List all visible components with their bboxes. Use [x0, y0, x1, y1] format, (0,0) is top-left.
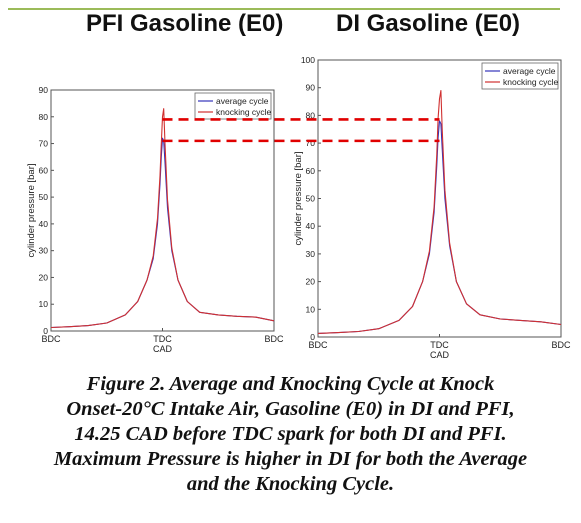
- x-axis-label: CAD: [153, 344, 173, 354]
- legend-box: [194, 92, 272, 120]
- y-tick-label: 80: [39, 112, 49, 122]
- y-tick-label: 80: [306, 110, 316, 120]
- caption-line: Figure 2. Average and Knocking Cycle at …: [86, 373, 495, 395]
- y-tick-label: 0: [310, 332, 315, 342]
- y-tick-label: 50: [39, 192, 49, 202]
- y-tick-label: 20: [306, 277, 316, 287]
- y-tick-label: 70: [306, 138, 316, 148]
- y-axis-label: cylinder pressure [bar]: [26, 164, 37, 258]
- y-tick-label: 100: [301, 55, 315, 65]
- caption-line: 14.25 CAD before TDC spark for both DI a…: [74, 423, 507, 445]
- y-axis-label: cylinder pressure [bar]: [293, 152, 304, 246]
- y-tick-label: 70: [39, 139, 49, 149]
- figure-caption: Figure 2. Average and Knocking Cycle at …: [20, 372, 561, 497]
- legend-entry: knocking cycle: [216, 107, 272, 117]
- series-line-knocking-cycle: [50, 108, 275, 329]
- x-axis-label: CAD: [430, 350, 450, 360]
- y-tick-label: 40: [39, 219, 49, 229]
- chart-title-pfi: PFI Gasoline (E0): [86, 10, 284, 37]
- series-line-average-cycle: [317, 120, 562, 334]
- y-tick-label: 0: [43, 326, 48, 336]
- x-tick-label: BDC: [41, 334, 61, 344]
- caption-line: Onset-20°C Intake Air, Gasoline (E0) in …: [66, 398, 515, 420]
- y-tick-label: 60: [306, 166, 316, 176]
- y-tick-label: 10: [39, 299, 49, 309]
- series-line-knocking-cycle: [317, 89, 562, 334]
- x-tick-label: BDC: [551, 340, 571, 350]
- series-line-average-cycle: [50, 137, 275, 329]
- chart-di: 0 10 20 30 40 50 60 70 80 90 100 BDC TDC BDC CAD cylind…: [293, 55, 571, 360]
- top-rule: [8, 8, 560, 10]
- chart-pfi: 0 10 20 30 40 50 60 70 80 90 BDC TDC BDC CAD cylinder …: [26, 85, 284, 354]
- x-tick-label: BDC: [308, 340, 328, 350]
- x-tick-label: BDC: [264, 334, 284, 344]
- caption-line: and the Knocking Cycle.: [186, 473, 395, 495]
- x-tick-label: TDC: [430, 340, 449, 350]
- legend-box: [481, 62, 559, 90]
- y-tick-label: 30: [306, 249, 316, 259]
- legend-entry: average cycle: [503, 66, 556, 76]
- legend-entry: knocking cycle: [503, 77, 559, 87]
- y-tick-label: 30: [39, 246, 49, 256]
- y-tick-label: 40: [306, 221, 316, 231]
- caption-line: Maximum Pressure is higher in DI for bot…: [53, 448, 528, 470]
- chart-title-di: DI Gasoline (E0): [336, 10, 521, 37]
- x-tick-label: TDC: [153, 334, 172, 344]
- y-tick-label: 60: [39, 165, 49, 175]
- y-tick-label: 20: [39, 272, 49, 282]
- legend-entry: average cycle: [216, 96, 269, 106]
- y-tick-label: 90: [39, 85, 49, 95]
- y-tick-label: 50: [306, 194, 316, 204]
- y-tick-label: 90: [306, 83, 316, 93]
- y-tick-label: 10: [306, 304, 316, 314]
